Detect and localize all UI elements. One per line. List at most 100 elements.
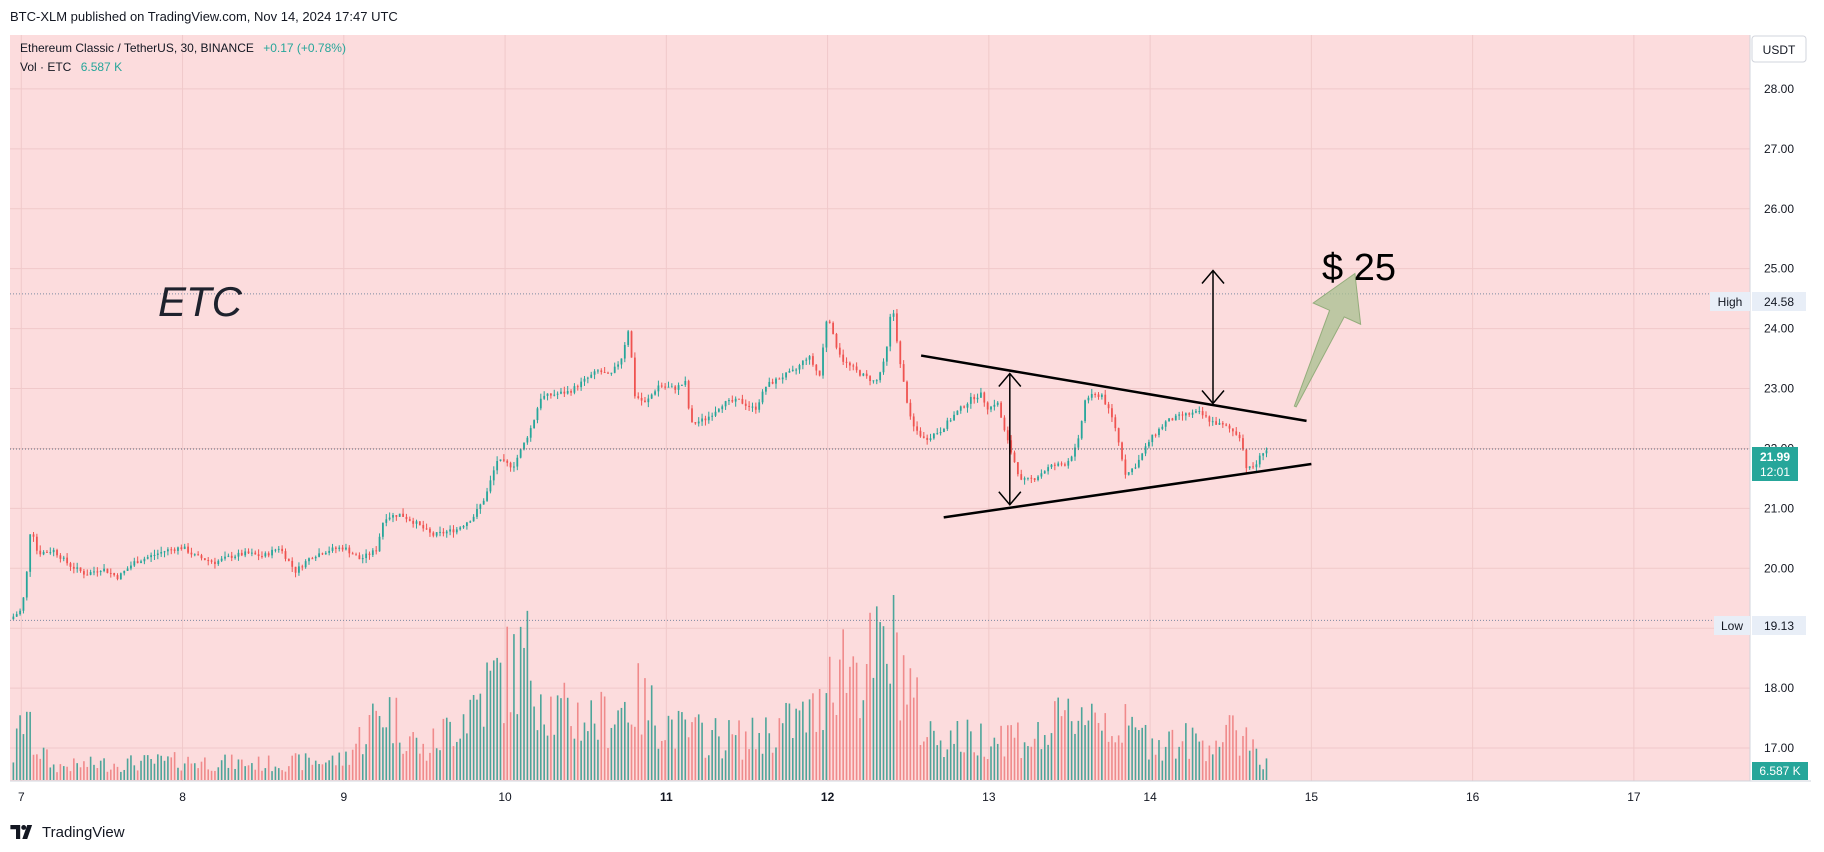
volume-bar xyxy=(576,702,579,780)
candle-body xyxy=(748,405,751,407)
volume-bar xyxy=(1124,704,1127,780)
candle-body xyxy=(781,377,784,380)
candle-body xyxy=(980,392,982,398)
candle-body xyxy=(227,555,230,557)
candle-body xyxy=(1258,455,1261,465)
volume-bar xyxy=(398,742,401,780)
volume-bar xyxy=(318,763,320,780)
candle-body xyxy=(1090,394,1093,398)
candle-body xyxy=(412,520,415,524)
y-tick-label: 26.00 xyxy=(1764,202,1794,216)
volume-bar xyxy=(294,753,297,780)
candle-body xyxy=(694,422,697,424)
candle-body xyxy=(1181,414,1184,416)
volume-bar xyxy=(140,760,142,780)
candle-body xyxy=(603,372,606,374)
candle-body xyxy=(637,396,640,398)
measure-arrow-1[interactable] xyxy=(998,372,1022,506)
candle-body xyxy=(677,385,680,390)
candle-body xyxy=(143,558,146,562)
volume-bar xyxy=(1168,731,1170,780)
volume-bar xyxy=(613,724,616,780)
volume-bar xyxy=(1141,727,1143,780)
candle-body xyxy=(502,459,505,461)
candle-body xyxy=(496,460,499,471)
upper-trendline[interactable] xyxy=(920,354,1307,423)
volume-bar xyxy=(513,634,515,780)
volume-bar xyxy=(684,719,687,780)
symbol-name: Ethereum Classic / TetherUS, 30, BINANCE xyxy=(20,41,254,55)
volume-bar xyxy=(412,732,414,780)
candle-body xyxy=(926,437,929,440)
candle-body xyxy=(378,536,381,552)
volume-bar xyxy=(597,739,599,780)
candle-body xyxy=(875,380,878,382)
candle-body xyxy=(879,372,882,381)
candle-body xyxy=(896,313,898,342)
candle-body xyxy=(919,430,922,437)
candle-body xyxy=(1178,414,1181,416)
target-annotation[interactable]: $ 25 xyxy=(1322,247,1396,289)
candle-body xyxy=(35,536,38,551)
volume-bar xyxy=(566,697,569,780)
price-badge-value: 21.99 xyxy=(1760,450,1790,464)
currency-button[interactable]: USDT xyxy=(1763,43,1796,57)
candle-body xyxy=(1114,417,1117,429)
candle-body xyxy=(791,369,794,371)
candle-body xyxy=(203,558,206,561)
candle-body xyxy=(103,568,105,572)
candle-body xyxy=(83,571,85,575)
target-arrow[interactable] xyxy=(1293,272,1362,408)
candle-body xyxy=(304,561,307,568)
candle-body xyxy=(1171,418,1174,421)
volume-bar xyxy=(227,767,230,780)
volume-bar xyxy=(277,768,280,780)
candle-body xyxy=(116,575,119,580)
volume-bar xyxy=(980,723,982,780)
volume-bar xyxy=(946,749,949,780)
lower-trendline[interactable] xyxy=(943,462,1312,519)
candle-body xyxy=(298,566,300,573)
volume-bar xyxy=(1265,758,1268,780)
candle-body xyxy=(230,555,233,558)
candle-body xyxy=(563,391,566,394)
volume-bar xyxy=(563,682,566,780)
volume-bar xyxy=(1101,730,1103,780)
volume-bar xyxy=(818,688,821,780)
candle-body xyxy=(39,550,42,555)
volume-bar xyxy=(284,771,287,780)
volume-bar xyxy=(553,734,556,780)
volume-bar xyxy=(953,743,955,780)
time-axis[interactable] xyxy=(10,781,1811,813)
volume-bar xyxy=(264,768,267,780)
volume-bar xyxy=(1178,746,1180,780)
volume-bar xyxy=(540,694,542,780)
etc-annotation[interactable]: ETC xyxy=(158,278,243,325)
volume-bar xyxy=(83,761,85,780)
candle-body xyxy=(170,549,173,551)
candle-body xyxy=(1195,411,1197,413)
volume-bar xyxy=(1262,769,1264,780)
candle-body xyxy=(1107,404,1110,409)
candle-body xyxy=(140,561,142,564)
volume-bar xyxy=(442,718,445,780)
candle-body xyxy=(607,372,609,374)
candle-body xyxy=(1070,456,1073,461)
volume-bar xyxy=(1023,742,1026,780)
volume-bar xyxy=(839,659,841,780)
candle-body xyxy=(570,391,572,393)
candle-body xyxy=(318,553,320,557)
candle-body xyxy=(422,524,425,529)
volume-bar xyxy=(741,759,744,780)
measure-arrow-2[interactable] xyxy=(1201,269,1225,405)
volume-bar xyxy=(328,760,330,780)
candle-body xyxy=(936,433,939,435)
volume-bar xyxy=(906,704,908,780)
candle-body xyxy=(1077,438,1080,448)
candle-body xyxy=(449,529,452,532)
candle-body xyxy=(536,408,539,421)
price-axis[interactable] xyxy=(1750,35,1811,781)
volume-bar xyxy=(308,757,310,780)
candle-body xyxy=(805,359,808,361)
